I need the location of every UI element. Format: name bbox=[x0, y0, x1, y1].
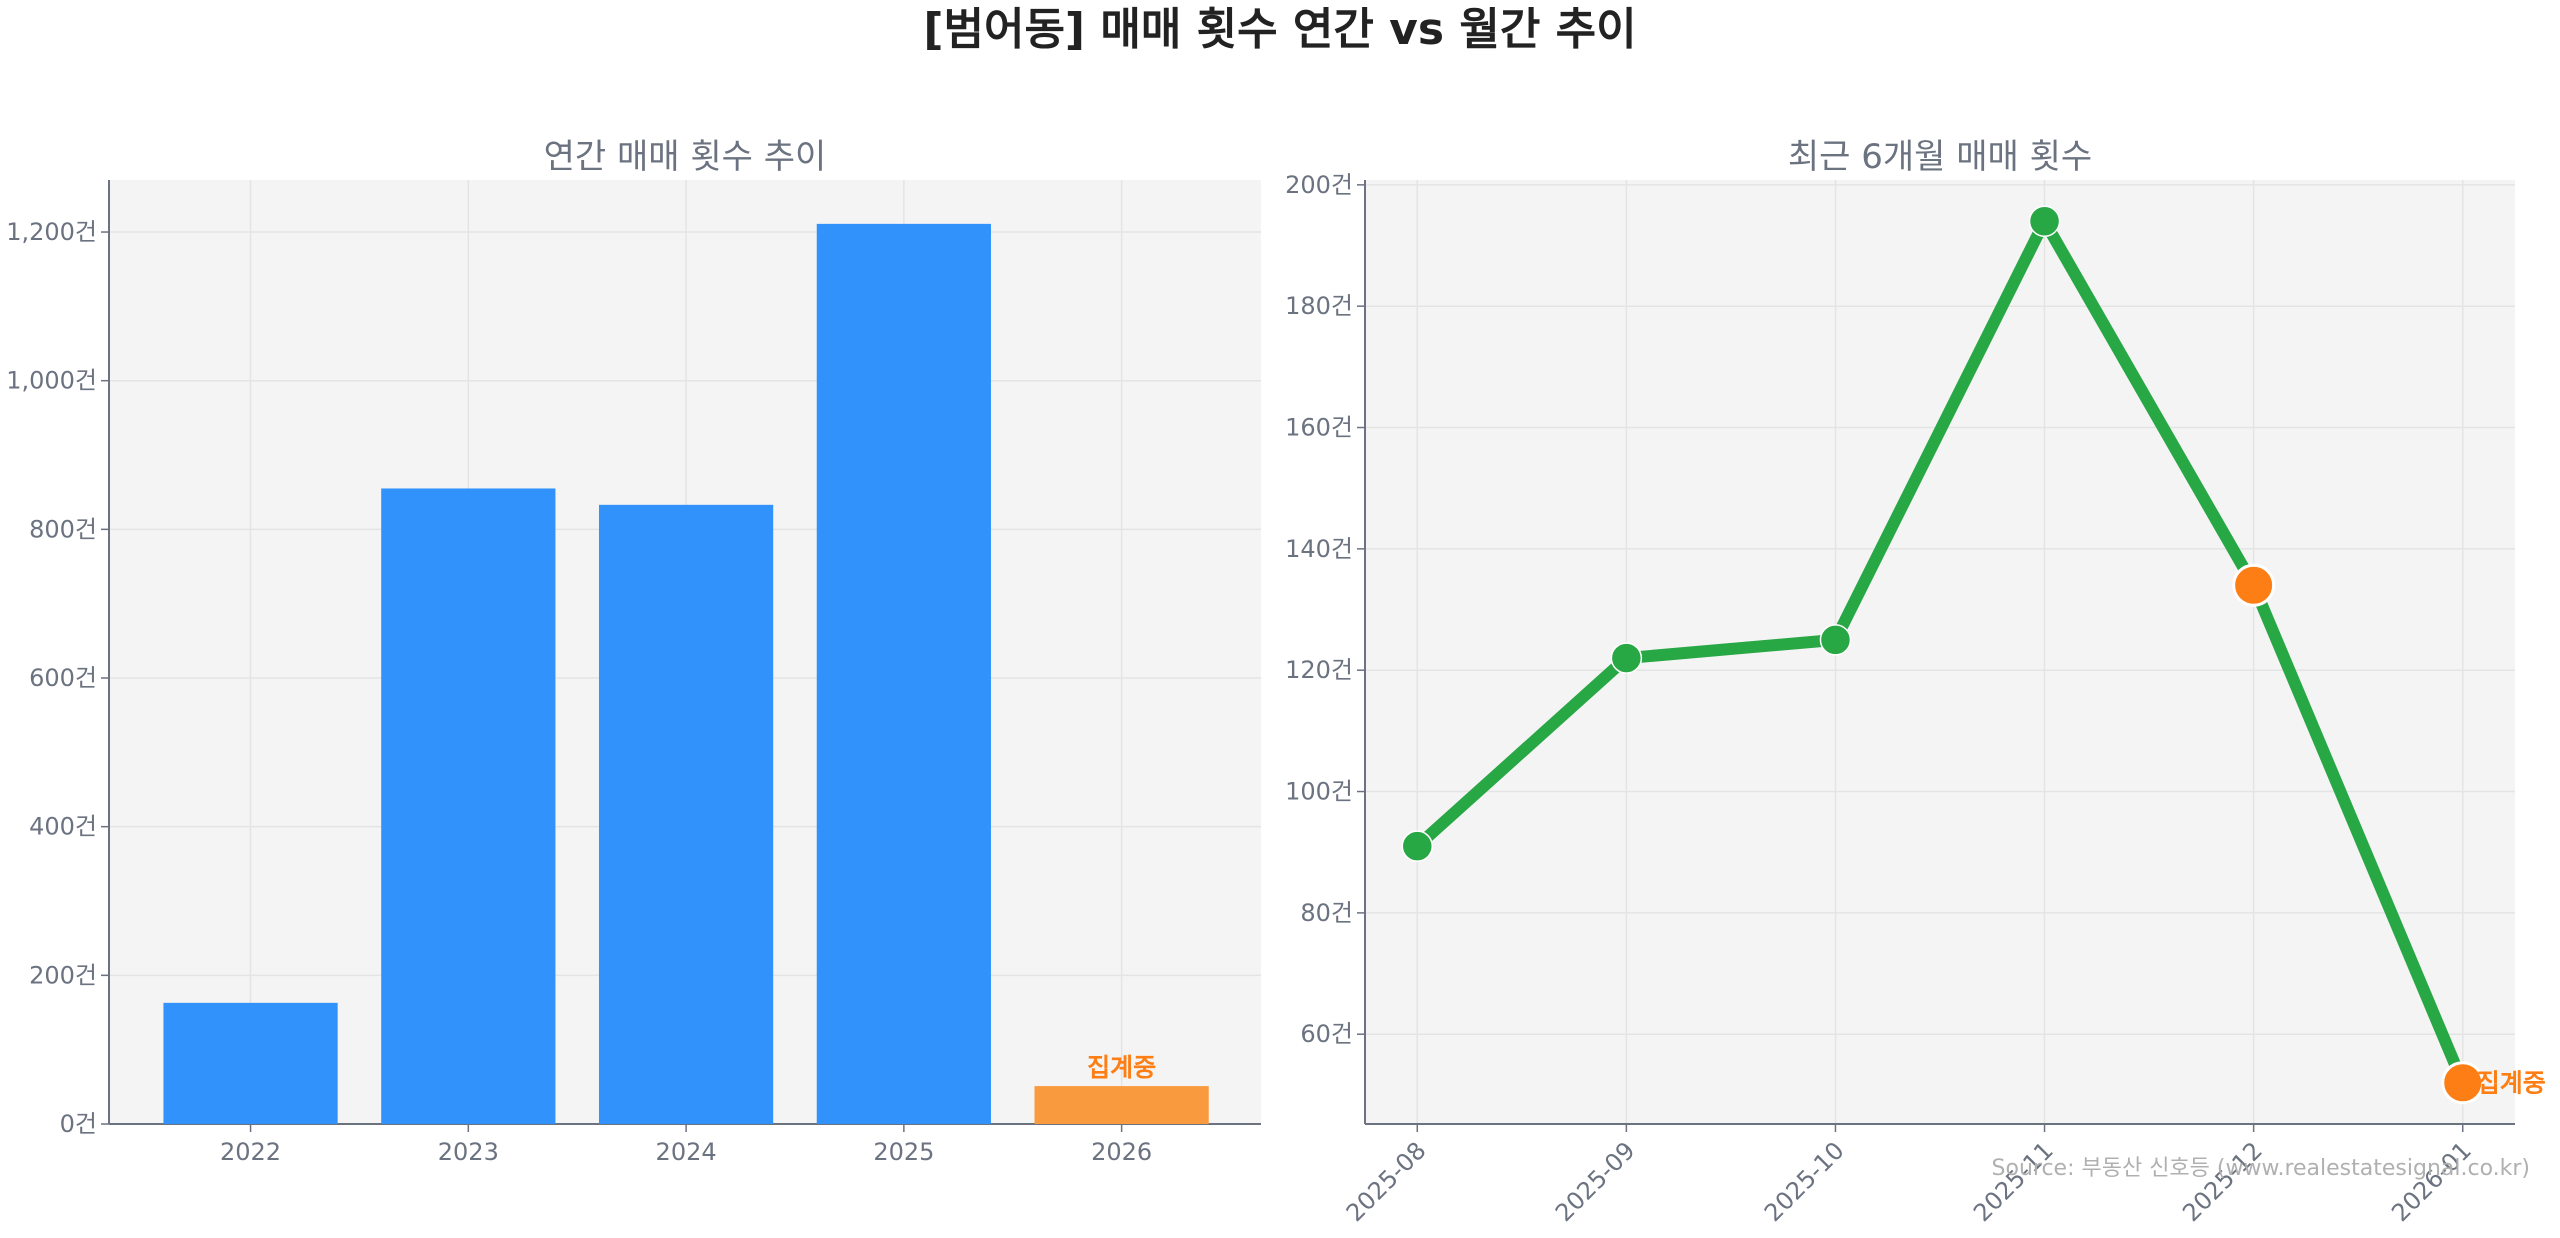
chart-title-annual: 연간 매매 횟수 추이 bbox=[544, 137, 827, 177]
y-tick-label: 60건 bbox=[1300, 1020, 1353, 1048]
monthly-line-chart: 60건 80건 100건 120건 140건 160건 180건 200건 2025-08 202… bbox=[1285, 171, 2546, 1227]
point-2025-10 bbox=[1819, 624, 1852, 656]
x-tick-label: 2024 bbox=[656, 1138, 717, 1166]
point-2025-09 bbox=[1610, 642, 1643, 674]
x-tick-label: 2025 bbox=[873, 1138, 934, 1166]
point-2025-08 bbox=[1401, 830, 1434, 862]
x-tick-label: 2025-09 bbox=[1550, 1136, 1641, 1227]
y-tick-label: 200건 bbox=[29, 961, 97, 989]
x-tick-label: 2025-10 bbox=[1759, 1136, 1850, 1227]
bar-2023 bbox=[381, 488, 556, 1125]
y-tick-label: 120건 bbox=[1285, 656, 1353, 684]
series-line bbox=[1413, 215, 2469, 1086]
chart-title-monthly: 최근 6개월 매매 횟수 bbox=[1788, 137, 2092, 177]
y-tick-label: 100건 bbox=[1285, 778, 1353, 806]
bar-2022 bbox=[163, 1002, 338, 1124]
figure-title: [범어동] 매매 횟수 연간 vs 월간 추이 bbox=[923, 4, 1636, 55]
y-tick-label: 800건 bbox=[29, 515, 97, 543]
partial-annotation: 집계중 bbox=[2477, 1069, 2546, 1098]
y-tick-label: 140건 bbox=[1285, 535, 1353, 563]
y-tick-label: 180건 bbox=[1285, 292, 1353, 320]
y-tick-label: 80건 bbox=[1300, 899, 1353, 927]
x-tick-label: 2026 bbox=[1091, 1138, 1152, 1166]
bar-2024 bbox=[598, 504, 774, 1124]
x-tick-label: 2022 bbox=[220, 1138, 281, 1166]
y-tick-label: 0건 bbox=[60, 1110, 97, 1138]
y-tick-label: 200건 bbox=[1285, 171, 1353, 199]
plot-area bbox=[1365, 180, 2515, 1124]
partial-annotation: 집계중 bbox=[1087, 1053, 1156, 1082]
source-note: Source: 부동산 신호등 (www.realestatesignal.co… bbox=[1992, 1156, 2530, 1181]
point-2025-11 bbox=[2028, 205, 2061, 238]
x-tick-label: 2026-01 bbox=[2386, 1136, 2477, 1227]
x-tick-label: 2025-11 bbox=[1968, 1136, 2059, 1227]
bar-2025 bbox=[816, 223, 991, 1125]
y-tick-label: 600건 bbox=[29, 664, 97, 692]
y-tick-label: 160건 bbox=[1285, 414, 1353, 442]
x-tick-label: 2023 bbox=[438, 1138, 499, 1166]
x-tick-label: 2025-08 bbox=[1341, 1136, 1432, 1227]
bar-2026 bbox=[1034, 1086, 1209, 1124]
y-tick-label: 400건 bbox=[29, 813, 97, 841]
y-tick-label: 1,000건 bbox=[6, 367, 97, 395]
y-tick-label: 1,200건 bbox=[6, 218, 97, 246]
point-2025-12 bbox=[2232, 563, 2276, 607]
point-2026-01 bbox=[2441, 1061, 2485, 1105]
x-tick-label: 2025-12 bbox=[2177, 1136, 2268, 1227]
annual-bar-chart: 0건 200건 400건 600건 800건 1,000건 1,200건 2022 2023 20… bbox=[6, 180, 1261, 1166]
